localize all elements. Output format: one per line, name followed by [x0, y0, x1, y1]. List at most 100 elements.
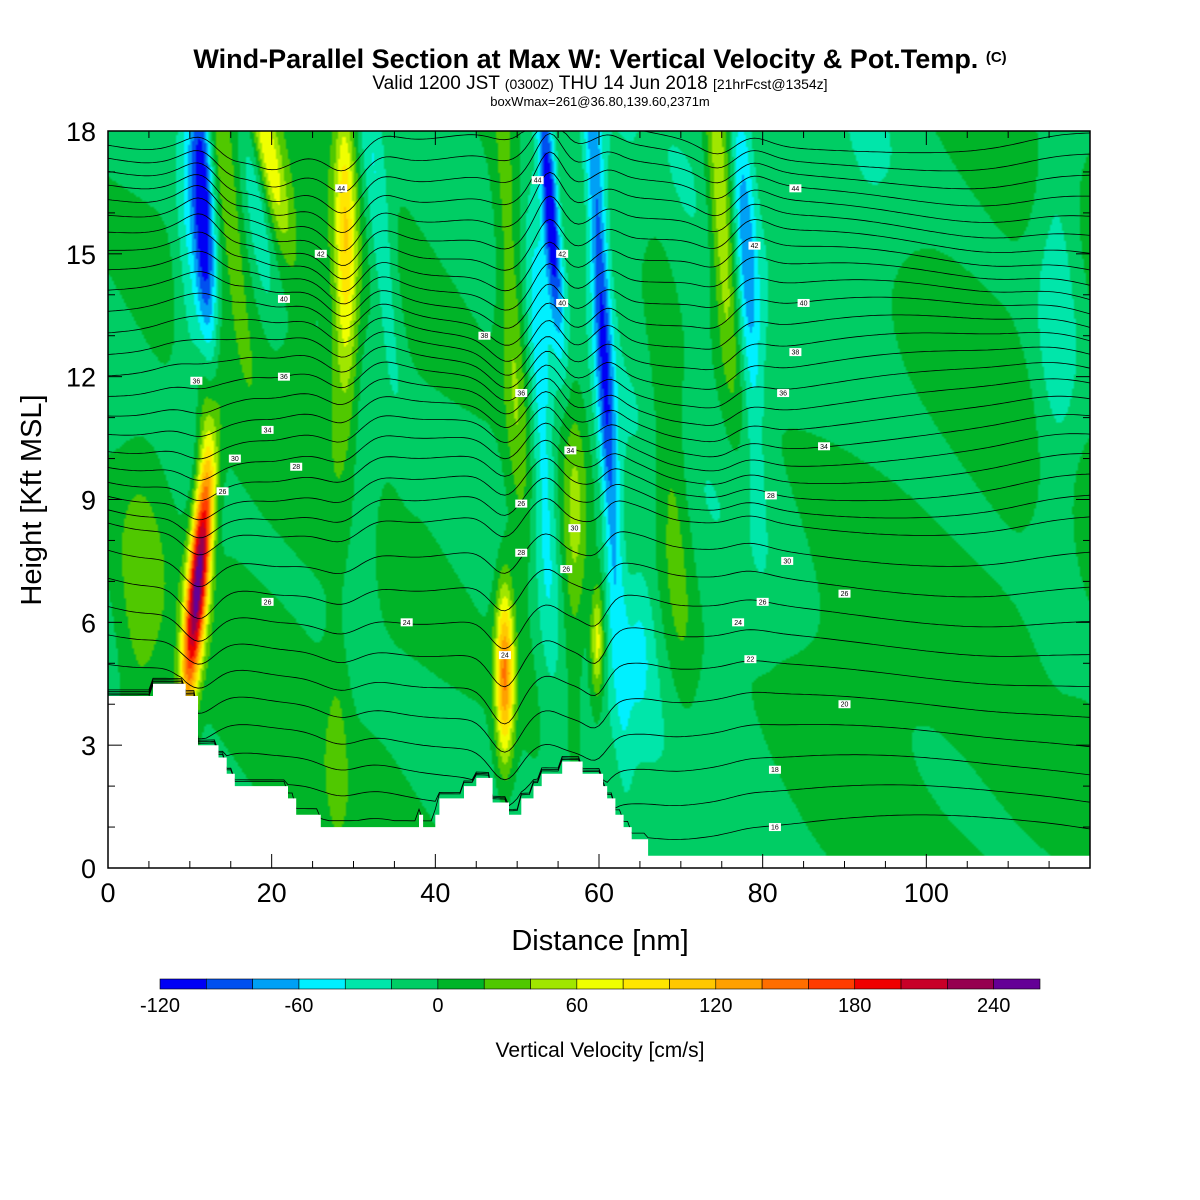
y-tick-label: 9 [81, 486, 96, 516]
isentrope-label: 44 [792, 186, 800, 193]
isentrope-label: 26 [219, 489, 227, 496]
isentrope-label: 28 [517, 550, 525, 557]
isentrope-label-bg [531, 176, 544, 185]
isentrope-label: 36 [280, 374, 288, 381]
isentrope-label-bg [797, 298, 810, 307]
isentrope-line [107, 231, 1091, 292]
colorbar-label: 180 [838, 995, 871, 1017]
isentrope-label: 26 [759, 599, 767, 606]
isentrope-line [107, 627, 1091, 688]
isentrope-label: 28 [292, 464, 300, 471]
chart-title: Wind-Parallel Section at Max W: Vertical… [0, 44, 1200, 75]
isentrope-label: 36 [779, 391, 787, 398]
isentrope-line [107, 133, 1091, 214]
isentrope-label: 42 [751, 243, 759, 250]
colorbar-swatch [206, 978, 253, 990]
x-tick-label: 80 [748, 878, 778, 908]
isentrope-label-bg [478, 331, 491, 340]
isentrope-line [108, 680, 1091, 807]
isentrope-line [107, 682, 1091, 810]
y-axis-label: Height [Kft MSL] [16, 394, 48, 605]
isentrope-label: 28 [767, 493, 775, 500]
colorbar-swatch [854, 978, 902, 990]
isentrope-label-bg [314, 249, 327, 258]
isentrope-labels: 44 44 44 42 42 42 40 40 40 38 38 36 36 36 36 34 34 34 30 30… [190, 176, 851, 832]
isentrope-line [107, 346, 1091, 390]
isentrope-line [107, 498, 1091, 556]
colorbar-swatch [761, 978, 809, 990]
isentrope-label: 16 [771, 825, 779, 832]
colorbar-swatch [900, 978, 948, 990]
colorbar-swatch [947, 978, 994, 990]
isentrope-line [107, 439, 1090, 502]
isentrope-label-bg [556, 249, 569, 258]
isentrope-label: 38 [481, 333, 489, 340]
isentrope-line [107, 594, 1091, 650]
isentrope-label: 34 [820, 444, 828, 451]
colorbar-swatch [993, 978, 1041, 990]
isentrope-label: 22 [746, 657, 754, 664]
isentrope-line [107, 660, 1090, 725]
isentrope-label-bg [216, 487, 229, 496]
isentrope-label-bg [568, 524, 581, 533]
isentrope-label-bg [290, 462, 303, 471]
isentrope-line [107, 457, 1091, 521]
colorbar-title: Vertical Velocity [cm/s] [496, 1039, 705, 1062]
isentrope-label: 24 [501, 653, 509, 660]
isentrope-line [107, 250, 1091, 311]
title-mark: (C) [985, 49, 1007, 66]
isentrope-line [107, 477, 1091, 539]
colorbar-label: -120 [140, 995, 180, 1017]
isentrope-label: 30 [571, 526, 579, 533]
terrain-mask [108, 683, 1090, 868]
isentrope-label-bg [748, 241, 761, 250]
x-tick-label: 100 [904, 878, 949, 908]
isentrope-line [107, 213, 1091, 280]
isentrope-label: 30 [783, 558, 791, 565]
x-tick-label: 20 [257, 878, 287, 908]
isentrope-label: 26 [517, 501, 525, 508]
isentrope-line [108, 679, 1091, 781]
colorbar-swatch [715, 978, 763, 990]
isentrope-line [107, 422, 1091, 481]
isentrope-label: 26 [264, 599, 272, 606]
isentrope-label: 20 [841, 702, 849, 709]
colorbar-swatch [159, 978, 207, 990]
isentrope-label-bg [515, 499, 528, 508]
isentrope-line [108, 677, 1091, 753]
colorbar-swatch [252, 978, 300, 990]
isentrope-label-bg [764, 491, 777, 500]
isentrope-label-bg [277, 294, 290, 303]
isentrope-label-bg [261, 597, 274, 606]
colorbar-label: 120 [699, 995, 732, 1017]
valid-date: THU 14 Jun 2018 [558, 73, 708, 94]
colorbar: -120 -60 0 60 120 180 240 [140, 978, 1041, 1017]
isentrope-label: 36 [192, 378, 200, 385]
isentrope-label-bg [190, 376, 203, 385]
vertical-velocity-field [108, 131, 1090, 868]
y-tick-label: 18 [66, 117, 96, 147]
isentrope-label: 38 [792, 350, 800, 357]
isentrope-label: 42 [558, 251, 566, 258]
x-axis-label: Distance [nm] [511, 925, 688, 957]
isentrope-label-bg [560, 565, 573, 574]
colorbar-swatch [483, 978, 531, 990]
isentrope-label-bg [768, 823, 781, 832]
isentrope-label-bg [838, 700, 851, 709]
box-wmax-info: boxWmax=261@36.80,139.60,2371m [490, 94, 710, 109]
isentrope-label: 44 [337, 186, 345, 193]
colorbar-swatch [437, 978, 485, 990]
isentrope-line [107, 292, 1091, 346]
colorbar-swatch [808, 978, 856, 990]
colorbar-swatch [622, 978, 670, 990]
colorbar-swatch [391, 978, 439, 990]
x-tick-label: 40 [420, 878, 450, 908]
y-tick-label: 6 [81, 608, 96, 638]
valid-time-utc: (0300Z) [504, 76, 554, 92]
isentrope-label-bg [261, 425, 274, 434]
isentrope-line [107, 314, 1091, 362]
isentrope-line [107, 531, 1091, 588]
